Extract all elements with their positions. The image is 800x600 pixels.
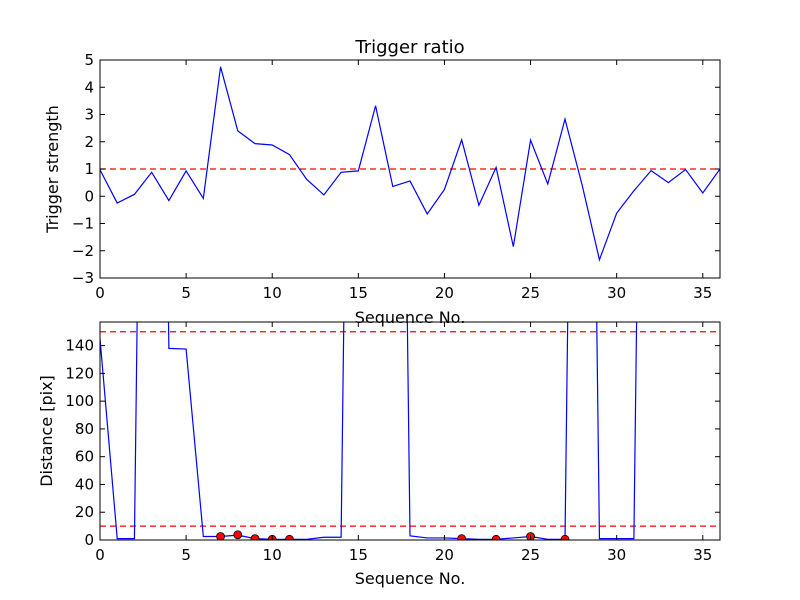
top-plot-frame (99, 59, 721, 279)
bottom-y-tick-label: 80 (75, 420, 94, 438)
bottom-y-axis-label: Distance [pix] (37, 375, 56, 487)
top-x-tick-label: 35 (693, 284, 712, 302)
bottom-x-tick-label: 5 (181, 546, 191, 564)
top-y-tick-label: −2 (72, 242, 94, 260)
top-y-tick-label: 3 (84, 106, 94, 124)
bottom-data-point (491, 534, 501, 540)
top-y-tick-label: 2 (84, 133, 94, 151)
top-x-tick-label: 0 (95, 284, 105, 302)
bottom-x-tick-label: 10 (263, 546, 282, 564)
bottom-x-axis-label: Sequence No. (355, 569, 466, 588)
top-x-tick-label: 10 (263, 284, 282, 302)
top-plot-marks (100, 66, 720, 262)
top-series-line-0 (100, 66, 720, 262)
top-y-axis-label: Trigger strength (43, 105, 62, 234)
top-x-tick-label: 15 (349, 284, 368, 302)
bottom-x-tick-label: 35 (693, 546, 712, 564)
bottom-x-tick-label: 20 (435, 546, 454, 564)
bottom-x-tick-label: 15 (349, 546, 368, 564)
top-x-axis-label: Sequence No. (355, 308, 466, 327)
chart-title: Trigger ratio (354, 37, 464, 58)
bottom-y-tick-label: 140 (65, 337, 94, 355)
trigger-ratio-panel: Trigger ratio Sequence No. Trigger stren… (43, 37, 721, 327)
top-y-tick-label: 1 (84, 160, 94, 178)
bottom-plot-frame (99, 321, 721, 541)
top-y-tick-label: 5 (84, 51, 94, 69)
bottom-data-point (250, 534, 260, 540)
top-y-tick-label: −3 (72, 269, 94, 287)
top-y-tick-label: −1 (72, 215, 94, 233)
top-x-tick-label: 25 (521, 284, 540, 302)
top-x-tick-label: 5 (181, 284, 191, 302)
top-y-tick-label: 4 (84, 78, 94, 96)
bottom-y-tick-label: 100 (65, 392, 94, 410)
bottom-data-point (457, 534, 467, 540)
bottom-y-tick-label: 120 (65, 364, 94, 382)
top-ticks: 0 5 10 15 20 25 30 35 −3 −2 −1 0 1 2 3 4 5 (72, 51, 720, 302)
bottom-data-point (216, 532, 225, 540)
bottom-x-tick-label: 0 (95, 546, 105, 564)
bottom-y-tick-label: 20 (75, 503, 94, 521)
bottom-y-tick-label: 60 (75, 448, 94, 466)
top-x-tick-label: 20 (435, 284, 454, 302)
bottom-data-point (233, 530, 243, 540)
bottom-y-tick-label: 40 (75, 475, 94, 493)
bottom-data-point (560, 534, 570, 540)
bottom-x-tick-label: 30 (607, 546, 626, 564)
distance-panel: Sequence No. Distance [pix] 0 5 10 15 20 25 30… (37, 321, 721, 588)
bottom-y-tick-label: 0 (84, 531, 94, 549)
bottom-data-point (285, 534, 294, 540)
top-y-tick-label: 0 (84, 187, 94, 205)
bottom-x-tick-label: 25 (521, 546, 540, 564)
bottom-ticks: 0 5 10 15 20 25 30 35 0 20 40 60 80 100 120 140 (65, 322, 720, 564)
top-x-tick-label: 30 (607, 284, 626, 302)
